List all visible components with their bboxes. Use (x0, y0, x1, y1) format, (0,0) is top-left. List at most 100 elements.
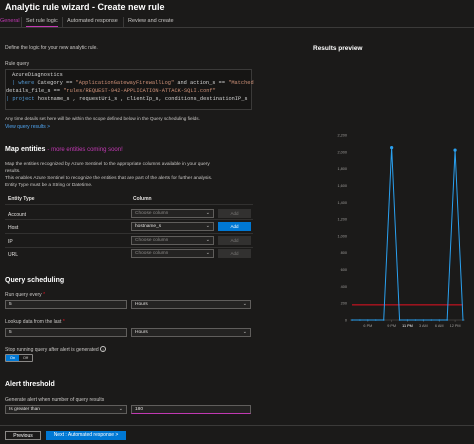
results-data-point[interactable] (351, 319, 353, 321)
tab-automated-response[interactable]: Automated response (67, 18, 118, 24)
map-entities-desc-2: results. (5, 169, 21, 174)
info-icon[interactable]: i (100, 346, 107, 352)
lookup-data-unit-select[interactable]: Hours ⌄ (131, 328, 251, 337)
run-query-unit-select[interactable]: Hours ⌄ (131, 300, 251, 309)
rule-query-editor[interactable]: AzureDiagnostics | where Category == "Ap… (5, 69, 254, 110)
y-tick-label: 200 (341, 302, 347, 306)
results-data-point[interactable] (422, 319, 425, 321)
chevron-down-icon: ⌄ (242, 301, 247, 307)
map-entities-desc-4: Entity Type must be a String or Datetime… (5, 183, 93, 188)
map-entities-desc-1: Map the entities recognized by Azure Sen… (5, 162, 210, 167)
column-select[interactable]: hostname_s ⌄ (131, 222, 214, 231)
entity-type-header: Entity Type (8, 196, 35, 202)
chevron-down-icon: ⌄ (205, 250, 210, 256)
lookup-data-input[interactable]: 5 (5, 328, 127, 337)
results-data-point[interactable] (382, 319, 385, 321)
next-button[interactable]: Next : Automated response > (46, 431, 126, 440)
add-entity-button[interactable]: Add (218, 222, 251, 231)
add-entity-button[interactable]: Add (218, 249, 251, 258)
x-tick-label: 3 AM (419, 324, 428, 328)
x-tick-label: 6 AM (435, 324, 444, 328)
tab-set-rule-logic[interactable]: Set rule logic (26, 18, 58, 27)
run-query-every-input[interactable]: 5 (5, 300, 127, 309)
results-preview-chart: 2,200 2,000 1,800 1,600 1,400 1,200 1,000 800 60… (337, 134, 465, 328)
tab-separator (123, 17, 124, 27)
previous-button[interactable]: Previous (5, 431, 41, 440)
column-select[interactable]: Choose column ⌄ (131, 209, 214, 218)
column-header: Column (133, 196, 152, 202)
results-data-point[interactable] (446, 319, 448, 321)
lookup-data-label: Lookup data from the last * (5, 319, 65, 325)
y-tick-label: 2,000 (337, 150, 347, 154)
y-tick-label: 1,200 (337, 218, 347, 222)
results-preview-title: Results preview (313, 45, 363, 52)
results-data-point[interactable] (390, 146, 394, 150)
table-divider (5, 247, 253, 248)
y-tick-label: 400 (341, 285, 347, 289)
results-data-point[interactable] (430, 319, 433, 321)
toggle-off[interactable]: Off (22, 355, 29, 360)
wizard-tabs: General Set rule logic Automated respons… (0, 17, 474, 28)
results-data-point[interactable] (438, 319, 441, 321)
window-title: Analytic rule wizard - Create new rule (5, 2, 165, 12)
query-line-2: | where Category == "ApplicationGatewayF… (12, 80, 254, 86)
entity-type: URL (8, 252, 19, 258)
query-scope-note: Any time details set here will be within… (5, 116, 200, 121)
results-data-point[interactable] (453, 148, 457, 152)
y-tick-label: 1,600 (337, 184, 347, 188)
results-data-point[interactable] (359, 319, 361, 321)
results-data-point[interactable] (398, 319, 401, 321)
y-tick-label: 1,400 (337, 201, 347, 205)
results-data-point[interactable] (374, 319, 377, 321)
results-data-point[interactable] (367, 319, 369, 321)
entity-type: IP (8, 239, 13, 245)
query-scheduling-heading: Query scheduling (5, 277, 65, 284)
more-entities-note: - more entities coming soon! (47, 147, 123, 153)
add-entity-button[interactable]: Add (218, 209, 251, 218)
tab-review-and-create[interactable]: Review and create (128, 18, 174, 24)
y-tick-label: 2,200 (337, 134, 347, 138)
x-tick-label: 11 PM (402, 324, 413, 328)
stop-query-toggle[interactable]: On Off (5, 354, 33, 362)
y-tick-label: 800 (341, 251, 347, 255)
column-select[interactable]: Choose column ⌄ (131, 249, 214, 258)
table-divider (5, 233, 253, 234)
x-tick-label: 6 PM (363, 324, 372, 328)
x-tick-label: 9 PM (387, 324, 396, 328)
add-entity-button[interactable]: Add (218, 236, 251, 245)
table-divider (5, 204, 253, 205)
toggle-on[interactable]: On (6, 355, 19, 361)
threshold-operator-select[interactable]: Is greater than ⌄ (5, 405, 127, 414)
results-data-point[interactable] (406, 319, 409, 321)
threshold-value-input[interactable]: 180 (131, 405, 251, 414)
rule-query-label: Rule query (5, 61, 30, 67)
wizard-footer: Previous Next : Automated response > (0, 425, 474, 444)
x-tick-label: 12 PM (450, 324, 461, 328)
results-series-line (352, 147, 464, 321)
stop-running-query-label: Stop running query after alert is genera… (5, 346, 107, 353)
chevron-down-icon: ⌄ (242, 329, 247, 335)
run-query-every-label: Run query every * (5, 292, 46, 298)
table-divider (5, 219, 253, 220)
column-select[interactable]: Choose column ⌄ (131, 236, 214, 245)
query-line-4: | project hostname_s , requestUri_s , cl… (6, 96, 248, 102)
tab-separator (21, 17, 22, 27)
alert-threshold-heading: Alert threshold (5, 381, 55, 388)
map-entities-desc-3: This enables Azure Sentinel to recognize… (5, 176, 213, 181)
y-tick-label: 600 (341, 268, 347, 272)
query-line-3: details_file_s == "rules/REQUEST-942-APP… (6, 88, 216, 94)
map-entities-heading: Map entities - more entities coming soon… (5, 146, 123, 153)
intro-text: Define the logic for your new analytic r… (5, 45, 98, 51)
query-line-1: AzureDiagnostics (12, 72, 63, 78)
tab-general[interactable]: General (0, 18, 20, 24)
chevron-down-icon: ⌄ (205, 223, 210, 229)
chevron-down-icon: ⌄ (205, 237, 210, 243)
view-query-results-link[interactable]: View query results > (5, 124, 51, 130)
results-data-point[interactable] (414, 319, 417, 321)
results-data-point[interactable] (462, 319, 464, 321)
entity-type: Account (8, 212, 27, 218)
y-tick-label: 1,800 (337, 167, 347, 171)
generate-alert-label: Generate alert when number of query resu… (5, 397, 105, 403)
entity-type: Host (8, 225, 19, 231)
y-tick-label: 0 (345, 319, 347, 323)
